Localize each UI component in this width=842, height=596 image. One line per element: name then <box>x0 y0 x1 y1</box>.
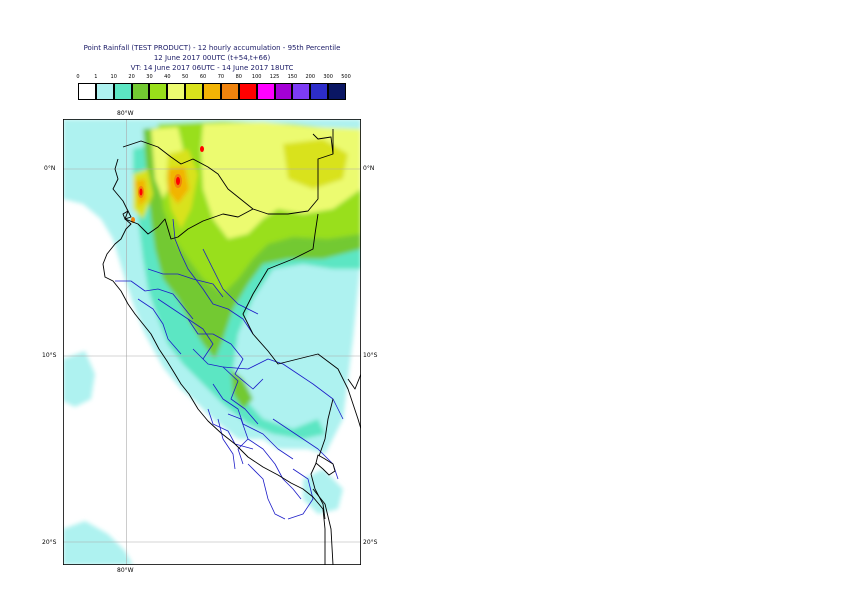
legend-color-swatch <box>203 83 221 100</box>
lat-label-right-10s: 10°S <box>363 352 378 359</box>
legend-threshold-label: 20 <box>128 74 135 80</box>
lake-titicaca <box>315 454 336 476</box>
region-border-14 <box>287 468 314 520</box>
puna-island <box>122 210 132 220</box>
legend-color-swatch <box>220 83 239 100</box>
lon-label-bottom: 80°W <box>117 567 134 574</box>
title-line-run: 12 June 2017 00UTC (t+54,t+66) <box>153 54 271 62</box>
precip-50-60mm-b <box>283 139 348 189</box>
border-venezuela <box>312 133 334 155</box>
precip-1-10mm-north-sea <box>63 129 138 199</box>
color-legend: 0 1 10 20 30 40 50 60 70 80 100 125 150 200 300 500 <box>76 74 351 102</box>
precip-1-10mm-sea-patch-1 <box>63 351 95 407</box>
border-ecuador-peru <box>124 208 254 240</box>
border-brazil-bolivia <box>347 373 361 390</box>
lat-label-left-10s: 10°S <box>42 352 57 359</box>
title-line-valid-time: VT: 14 June 2017 06UTC - 14 June 2017 18… <box>130 64 294 72</box>
region-borders <box>115 218 344 520</box>
legend-threshold-label: 150 <box>287 74 298 80</box>
lat-label-left-20s: 20°S <box>42 539 57 546</box>
legend-color-swatch <box>292 83 311 100</box>
legend-threshold-label: 50 <box>182 74 189 80</box>
border-peru-brazil <box>242 213 361 430</box>
lat-label-right-20s: 20°S <box>363 539 378 546</box>
legend-threshold-label: 125 <box>269 74 280 80</box>
legend-threshold-label: 30 <box>146 74 153 80</box>
border-colombia-ecuador <box>122 129 334 215</box>
legend-threshold-label: 70 <box>217 74 225 80</box>
legend-threshold-label: 0 <box>76 74 80 80</box>
border-bolivia-chile <box>312 488 334 565</box>
legend-color-swatch <box>328 83 346 100</box>
precip-1-10mm-sea-patch-2 <box>63 521 133 565</box>
region-border-6 <box>187 318 264 390</box>
legend-color-swatch <box>185 83 204 100</box>
legend-threshold-label: 80 <box>235 74 242 80</box>
legend-color-swatch <box>274 83 293 100</box>
region-border-16 <box>217 418 236 470</box>
title-line-product: Point Rainfall (TEST PRODUCT) - 12 hourl… <box>83 44 341 52</box>
precip-40-50mm-west <box>151 127 183 199</box>
legend-color-swatch <box>131 83 150 100</box>
lon-label-top: 80°W <box>117 110 134 117</box>
legend-color-swatch <box>167 83 186 100</box>
legend-color-swatch <box>78 83 96 100</box>
legend-threshold-label: 1 <box>94 74 98 80</box>
rainfall-map <box>63 119 361 565</box>
legend-color-swatch <box>149 83 168 100</box>
precip-hotspot-e <box>200 146 204 152</box>
legend-color-swatch <box>256 83 275 100</box>
region-border-2 <box>147 268 224 298</box>
region-border-1 <box>115 280 194 320</box>
precip-hotspot-b <box>176 177 180 185</box>
legend-threshold-label: 60 <box>199 74 207 80</box>
region-border-12 <box>207 408 254 450</box>
precip-hotspots <box>131 146 204 223</box>
legend-threshold-label: 10 <box>110 74 117 80</box>
legend-threshold-label: 100 <box>251 74 262 80</box>
region-border-17 <box>137 298 182 355</box>
legend-color-swatch <box>95 83 114 100</box>
precip-20-30mm-south <box>231 369 253 409</box>
region-border-7 <box>192 348 259 425</box>
legend-color-swatch <box>113 83 132 100</box>
legend-color-swatch <box>238 83 257 100</box>
border-peru-bolivia <box>310 398 334 520</box>
precip-field <box>63 119 361 565</box>
legend-threshold-label: 200 <box>305 74 316 80</box>
country-borders <box>102 129 361 565</box>
legend-threshold-label: 500 <box>341 74 351 80</box>
region-border-4 <box>202 248 259 315</box>
map-frame <box>63 119 361 565</box>
precip-hotspot-d <box>139 188 143 196</box>
region-border-5 <box>157 298 214 360</box>
lat-label-left-0: 0°N <box>44 165 56 172</box>
legend-threshold-label: 300 <box>323 74 333 80</box>
legend-threshold-label: 40 <box>164 74 171 80</box>
coastline <box>102 158 326 565</box>
lat-label-right-0: 0°N <box>363 165 375 172</box>
region-border-11 <box>247 438 302 500</box>
legend-color-swatch <box>310 83 329 100</box>
region-border-15 <box>247 463 286 520</box>
region-border-8 <box>222 358 344 420</box>
region-border-3 <box>172 218 254 335</box>
